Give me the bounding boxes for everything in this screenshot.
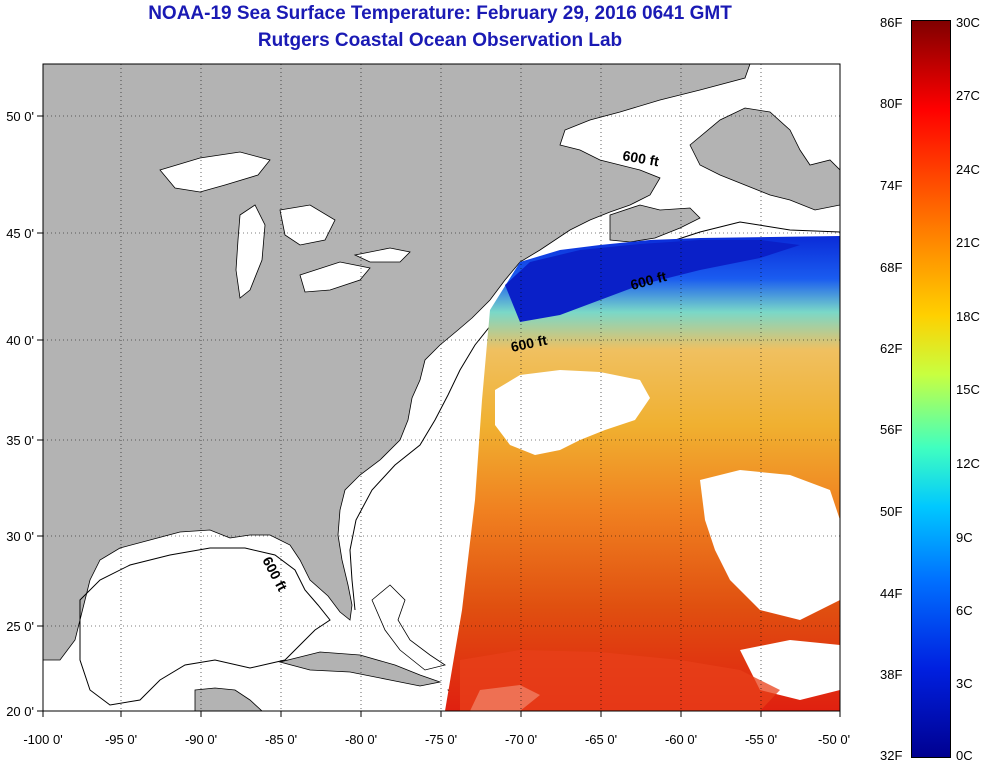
great-lakes <box>159 151 411 299</box>
land-yucatan <box>194 687 263 711</box>
temperature-colorbar <box>911 20 951 758</box>
atlantic-shelf-contour <box>349 221 840 611</box>
sst-swath <box>445 236 840 711</box>
colorbar-c-label: 12C <box>956 456 980 471</box>
lon-tick-label: -90 0' <box>185 732 217 747</box>
colorbar-f-label: 44F <box>880 586 903 601</box>
lat-tick-label: 30 0' <box>6 529 34 544</box>
graticule <box>43 64 840 711</box>
colorbar-f-label: 38F <box>880 667 903 682</box>
colorbar-f-label: 50F <box>880 504 903 519</box>
contour-label-newengland: 600 ft <box>509 332 548 355</box>
colorbar-c-label: 6C <box>956 603 973 618</box>
lon-tick-label: -55 0' <box>745 732 777 747</box>
map-subtitle: Rutgers Coastal Ocean Observation Lab <box>257 30 623 51</box>
colorbar-f-label: 62F <box>880 341 903 356</box>
cloud-cover <box>470 370 840 711</box>
bahamas-shoals <box>371 584 446 671</box>
colorbar-c-label: 30C <box>956 15 980 30</box>
land-cuba <box>278 651 442 687</box>
lon-tick-label: -95 0' <box>105 732 137 747</box>
colorbar-c-label: 3C <box>956 676 973 691</box>
lon-tick-label: -50 0' <box>818 732 850 747</box>
colorbar-f-label: 32F <box>880 748 903 763</box>
colorbar-f-label: 74F <box>880 178 903 193</box>
contour-label-grandbanks: 600 ft <box>621 147 660 169</box>
colorbar-f-label: 80F <box>880 96 903 111</box>
colorbar-c-label: 18C <box>956 309 980 324</box>
colorbar-c-label: 0C <box>956 748 973 763</box>
lat-tick-label: 35 0' <box>6 433 34 448</box>
lon-tick-label: -100 0' <box>23 732 62 747</box>
map-title: NOAA-19 Sea Surface Temperature: Februar… <box>148 3 732 24</box>
land-nova-scotia <box>609 204 701 243</box>
colorbar-c-label: 21C <box>956 235 980 250</box>
lat-tick-label: 45 0' <box>6 226 34 241</box>
colorbar-c-label: 27C <box>956 88 980 103</box>
gulf-shelf-contour <box>79 547 331 706</box>
lat-tick-label: 40 0' <box>6 333 34 348</box>
lon-tick-label: -80 0' <box>345 732 377 747</box>
lat-tick-label: 25 0' <box>6 619 34 634</box>
lon-tick-label: -70 0' <box>505 732 537 747</box>
lat-tick-label: 20 0' <box>6 704 34 719</box>
colorbar-c-label: 15C <box>956 382 980 397</box>
colorbar-c-label: 9C <box>956 530 973 545</box>
lat-tick-label: 50 0' <box>6 109 34 124</box>
colorbar-f-label: 68F <box>880 260 903 275</box>
lon-tick-label: -75 0' <box>425 732 457 747</box>
colorbar-f-label: 56F <box>880 422 903 437</box>
colorbar-c-label: 24C <box>956 162 980 177</box>
colorbar-f-label: 86F <box>880 15 903 30</box>
axis-ticks <box>37 115 841 717</box>
land-newfoundland <box>689 107 840 211</box>
lon-tick-label: -85 0' <box>265 732 297 747</box>
gulf-stream-core <box>460 650 780 711</box>
lon-tick-label: -60 0' <box>665 732 697 747</box>
cold-shelf-water <box>505 240 800 322</box>
lon-tick-label: -65 0' <box>585 732 617 747</box>
